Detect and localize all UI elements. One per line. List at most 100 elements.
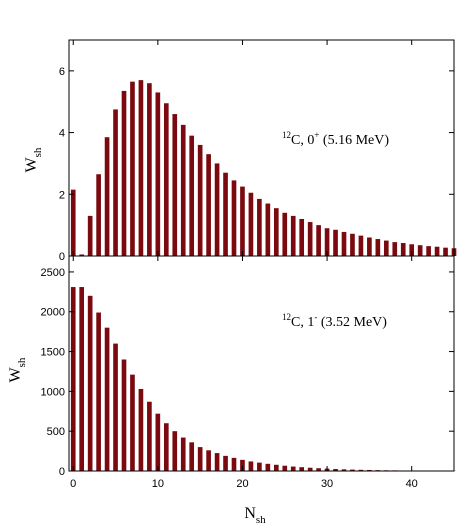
top-bar <box>155 92 161 256</box>
top-bar <box>231 180 237 256</box>
x-axis-label: Nsh <box>244 505 266 526</box>
top-bar <box>307 222 313 256</box>
top-bar <box>206 154 211 256</box>
top-bar <box>290 215 296 256</box>
top-bar <box>214 163 220 256</box>
top-bar <box>147 83 152 256</box>
top-bar <box>180 124 186 256</box>
top-bar <box>350 233 355 256</box>
top-bar <box>87 215 93 256</box>
top-bar <box>104 137 110 256</box>
bottom-y-axis-label: Wsh <box>7 357 28 382</box>
bottom-annotation: 12C, 1- (3.52 MeV) <box>282 312 387 330</box>
bottom-bar <box>316 468 321 471</box>
bottom-y-tick-label: 0 <box>59 466 65 478</box>
bottom-plot-frame <box>68 255 455 472</box>
top-panel: 0 2 4 6 12C, 0+ (5.16 MeV) Wsh <box>23 39 457 263</box>
bottom-bar <box>333 469 338 471</box>
bottom-bar <box>104 327 110 471</box>
bottom-bar <box>79 287 85 471</box>
top-y-axis-label: Wsh <box>23 147 44 172</box>
top-bar <box>434 246 440 256</box>
bottom-bar <box>223 455 228 471</box>
top-y-tick-label: 0 <box>59 251 65 263</box>
top-bar <box>138 80 144 256</box>
top-y-tick-label: 6 <box>59 66 65 78</box>
top-bar <box>358 235 364 256</box>
bottom-bar <box>147 401 152 471</box>
top-bar <box>375 239 381 256</box>
bottom-bar <box>257 462 262 471</box>
bottom-bar <box>350 469 355 471</box>
top-bar <box>265 203 271 256</box>
top-y-tick-label: 4 <box>59 128 65 140</box>
bottom-bar <box>155 413 161 471</box>
bottom-bar <box>189 442 195 471</box>
bottom-bar <box>70 287 76 471</box>
top-bar <box>70 189 76 256</box>
top-bar <box>426 246 431 256</box>
top-bars <box>70 80 457 257</box>
bottom-y-ticks: 0 500 1000 1500 2000 2500 <box>41 267 454 478</box>
bottom-bar <box>265 463 271 471</box>
top-bar <box>248 192 254 256</box>
bottom-bar <box>273 464 279 471</box>
bottom-bar <box>163 423 169 471</box>
bottom-panel: 0 500 1000 1500 2000 2500 0 10 20 30 40 12C, 1- (… <box>7 255 457 526</box>
bottom-bar <box>358 469 364 471</box>
top-bar <box>240 186 245 256</box>
x-tick-label: 20 <box>236 478 248 490</box>
bottom-bar <box>341 469 347 471</box>
top-bar <box>163 103 169 256</box>
top-annotation: 12C, 0+ (5.16 MeV) <box>282 130 389 148</box>
top-bar <box>341 231 347 256</box>
bottom-bar <box>130 374 135 471</box>
bottom-bar <box>240 459 245 471</box>
top-bar <box>223 172 228 256</box>
bottom-bar <box>248 461 254 471</box>
top-y-tick-label: 2 <box>59 189 65 201</box>
bottom-y-tick-label: 2500 <box>41 267 65 279</box>
top-y-ticks: 0 2 4 6 <box>59 66 454 263</box>
top-bar <box>443 247 448 256</box>
top-bar <box>273 208 279 256</box>
top-bar <box>316 225 321 256</box>
bottom-bar <box>299 467 305 471</box>
bottom-x-ticks: 0 10 20 30 40 <box>70 256 418 490</box>
top-bar <box>324 228 330 256</box>
top-bar <box>121 90 127 257</box>
bottom-bars <box>70 287 457 471</box>
top-bar <box>409 244 415 256</box>
top-bar <box>79 254 85 256</box>
top-bar <box>417 245 423 256</box>
top-bar <box>392 242 398 256</box>
top-bar <box>367 237 372 256</box>
bottom-bar <box>87 295 93 471</box>
top-bar <box>113 109 118 256</box>
top-bar <box>299 218 305 256</box>
bottom-bar <box>121 359 127 471</box>
top-bar <box>172 114 178 256</box>
top-bar <box>96 174 101 256</box>
bottom-y-tick-label: 500 <box>47 426 65 438</box>
x-tick-label: 0 <box>70 478 76 490</box>
top-bar <box>333 229 338 256</box>
bottom-bar <box>367 469 372 471</box>
bottom-bar <box>206 450 211 471</box>
bottom-bar <box>282 465 288 471</box>
top-bar <box>197 144 203 256</box>
top-bar <box>257 198 262 256</box>
x-tick-label: 10 <box>152 478 164 490</box>
bottom-y-tick-label: 1500 <box>41 347 65 359</box>
bottom-bar <box>290 466 296 471</box>
bottom-bar <box>172 431 178 471</box>
bottom-y-tick-label: 2000 <box>41 307 65 319</box>
x-tick-label: 40 <box>406 478 418 490</box>
bottom-bar <box>231 457 237 471</box>
bottom-bar <box>180 437 186 471</box>
bottom-bar <box>214 453 220 471</box>
top-bar <box>383 240 389 256</box>
bottom-bar <box>138 388 144 471</box>
top-bar <box>282 212 288 256</box>
